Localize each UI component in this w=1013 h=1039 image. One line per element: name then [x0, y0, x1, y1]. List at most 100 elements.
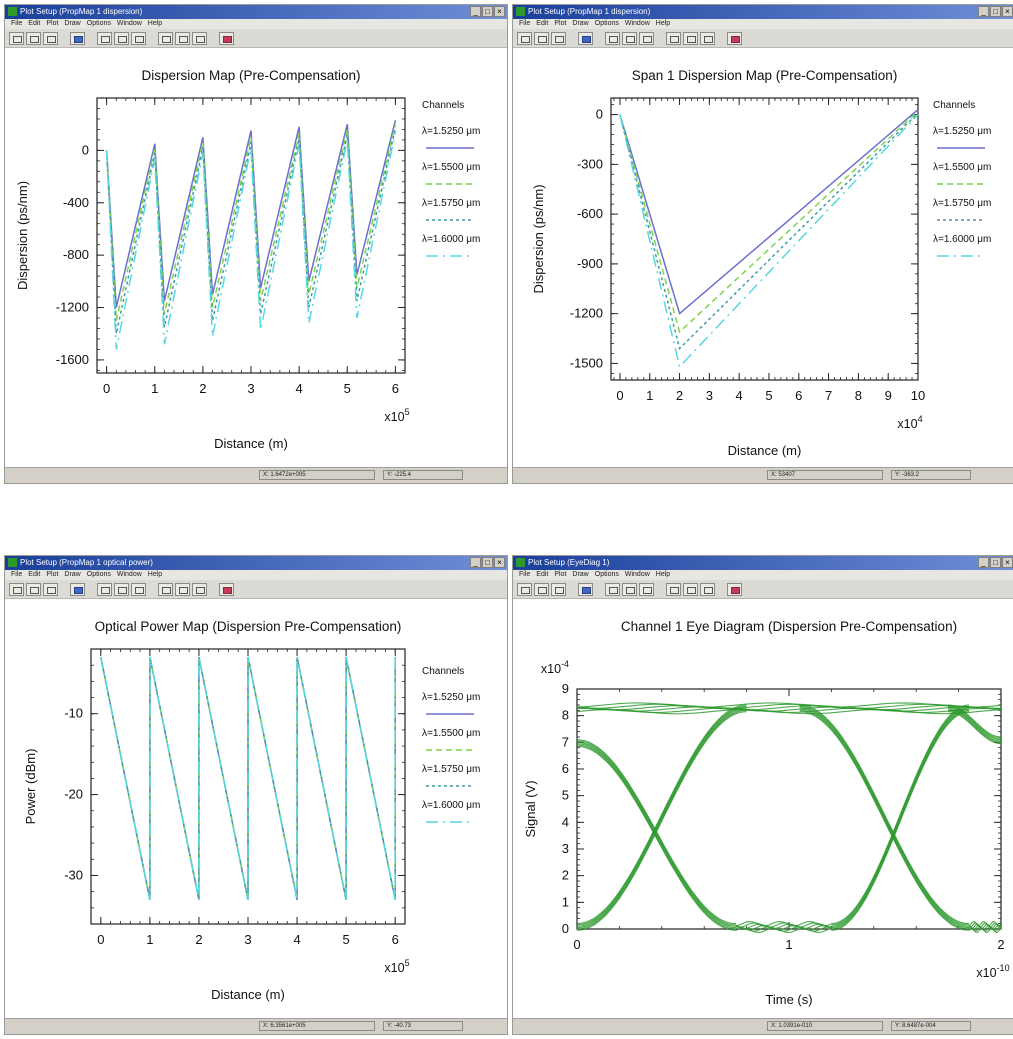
close-button[interactable]: ×: [494, 557, 505, 568]
menu-draw[interactable]: Draw: [572, 20, 589, 27]
menu-plot[interactable]: Plot: [554, 571, 567, 578]
menu-file[interactable]: File: [11, 20, 23, 27]
eye-trace: [735, 920, 832, 927]
copy-button[interactable]: [114, 31, 129, 45]
open-button[interactable]: [26, 582, 41, 596]
menu-draw[interactable]: Draw: [64, 20, 81, 27]
menu-plot[interactable]: Plot: [46, 571, 59, 578]
grid-button[interactable]: [192, 31, 207, 45]
menu-options[interactable]: Options: [594, 20, 619, 27]
open-button[interactable]: [26, 31, 41, 45]
title-bar[interactable]: Plot Setup (EyeDiag 1) _ □ ×: [513, 556, 1013, 570]
cut-button[interactable]: [97, 31, 112, 45]
zoom-button[interactable]: [158, 31, 173, 45]
minimize-button[interactable]: _: [470, 557, 481, 568]
select-tool-button[interactable]: [517, 31, 532, 45]
close-button[interactable]: ×: [1002, 557, 1013, 568]
menu-window[interactable]: Window: [624, 20, 650, 27]
pan-button[interactable]: [683, 31, 698, 45]
plot-button[interactable]: [578, 582, 593, 596]
menu-window[interactable]: Window: [624, 571, 650, 578]
print-button[interactable]: [727, 582, 742, 596]
menu-file[interactable]: File: [519, 571, 531, 578]
menu-help[interactable]: Help: [147, 571, 163, 578]
copy-button[interactable]: [114, 582, 129, 596]
title-bar[interactable]: Plot Setup (PropMap 1 dispersion) _ □ ×: [513, 5, 1013, 19]
menu-window[interactable]: Window: [116, 20, 142, 27]
grid-button[interactable]: [700, 582, 715, 596]
plot-button[interactable]: [70, 582, 85, 596]
maximize-button[interactable]: □: [482, 6, 493, 17]
open-button[interactable]: [534, 582, 549, 596]
pan-button[interactable]: [683, 582, 698, 596]
eye-trace: [799, 705, 970, 926]
print-button[interactable]: [219, 582, 234, 596]
legend-entry-label: λ=1.5250 μm: [422, 126, 480, 137]
cut-button[interactable]: [605, 582, 620, 596]
minimize-button[interactable]: _: [978, 6, 989, 17]
print-button[interactable]: [727, 31, 742, 45]
copy-button[interactable]: [622, 582, 637, 596]
menu-help[interactable]: Help: [655, 20, 671, 27]
menu-edit[interactable]: Edit: [536, 20, 549, 27]
menu-options[interactable]: Options: [86, 571, 111, 578]
span1-dispersion-map-chart[interactable]: 0 1 2 3 4 5 6 7 8 9 10 0 -300 -600 -900 -1200 -1500 Span …: [513, 48, 1013, 466]
menu-plot[interactable]: Plot: [554, 20, 567, 27]
x-tick-label: 2: [195, 932, 202, 947]
copy-button[interactable]: [622, 31, 637, 45]
minimize-button[interactable]: _: [470, 6, 481, 17]
menu-plot[interactable]: Plot: [46, 20, 59, 27]
select-tool-button[interactable]: [9, 31, 24, 45]
paste-button[interactable]: [639, 31, 654, 45]
y-tick-label: 4: [562, 814, 569, 829]
menu-draw[interactable]: Draw: [572, 571, 589, 578]
menu-edit[interactable]: Edit: [536, 571, 549, 578]
menu-help[interactable]: Help: [655, 571, 671, 578]
save-button[interactable]: [43, 582, 58, 596]
menu-help[interactable]: Help: [147, 20, 163, 27]
pan-button[interactable]: [175, 582, 190, 596]
paste-button[interactable]: [131, 31, 146, 45]
menu-file[interactable]: File: [519, 20, 531, 27]
y-axis-label: Dispersion (ps/nm): [531, 184, 546, 293]
select-tool-button[interactable]: [517, 582, 532, 596]
menu-window[interactable]: Window: [116, 571, 142, 578]
menu-file[interactable]: File: [11, 571, 23, 578]
print-button[interactable]: [219, 31, 234, 45]
menu-draw[interactable]: Draw: [64, 571, 81, 578]
save-button[interactable]: [43, 31, 58, 45]
paste-button[interactable]: [131, 582, 146, 596]
select-tool-button[interactable]: [9, 582, 24, 596]
cut-button[interactable]: [605, 31, 620, 45]
x-tick-label: 5: [344, 381, 351, 396]
zoom-button[interactable]: [158, 582, 173, 596]
plot-button[interactable]: [578, 31, 593, 45]
menu-options[interactable]: Options: [594, 571, 619, 578]
title-bar[interactable]: Plot Setup (PropMap 1 optical power) _ □ ×: [5, 556, 507, 570]
menu-edit[interactable]: Edit: [28, 20, 41, 27]
optical-power-map-chart[interactable]: 0 1 2 3 4 5 6 -10 -20 -30 Optical Power Map (Dispe…: [5, 599, 507, 1017]
eye-diagram-chart[interactable]: 0 1 2 0 1 2 3 4 5 6 7 8 9 Channel 1 Eye Diagram (Disp…: [513, 599, 1013, 1017]
menu-edit[interactable]: Edit: [28, 571, 41, 578]
menu-options[interactable]: Options: [86, 20, 111, 27]
dispersion-map-chart[interactable]: 0 1 2 3 4 5 6 0 -400 -800 -1200 -1600 Dispersion Map…: [5, 48, 507, 466]
save-button[interactable]: [551, 31, 566, 45]
x-multiplier-label: x105: [384, 407, 409, 424]
close-button[interactable]: ×: [1002, 6, 1013, 17]
maximize-button[interactable]: □: [482, 557, 493, 568]
zoom-button[interactable]: [666, 582, 681, 596]
maximize-button[interactable]: □: [990, 557, 1001, 568]
pan-button[interactable]: [175, 31, 190, 45]
cut-button[interactable]: [97, 582, 112, 596]
grid-button[interactable]: [192, 582, 207, 596]
minimize-button[interactable]: _: [978, 557, 989, 568]
plot-button[interactable]: [70, 31, 85, 45]
title-bar[interactable]: Plot Setup (PropMap 1 dispersion) _ □ ×: [5, 5, 507, 19]
close-button[interactable]: ×: [494, 6, 505, 17]
save-button[interactable]: [551, 582, 566, 596]
open-button[interactable]: [534, 31, 549, 45]
zoom-button[interactable]: [666, 31, 681, 45]
grid-button[interactable]: [700, 31, 715, 45]
maximize-button[interactable]: □: [990, 6, 1001, 17]
paste-button[interactable]: [639, 582, 654, 596]
